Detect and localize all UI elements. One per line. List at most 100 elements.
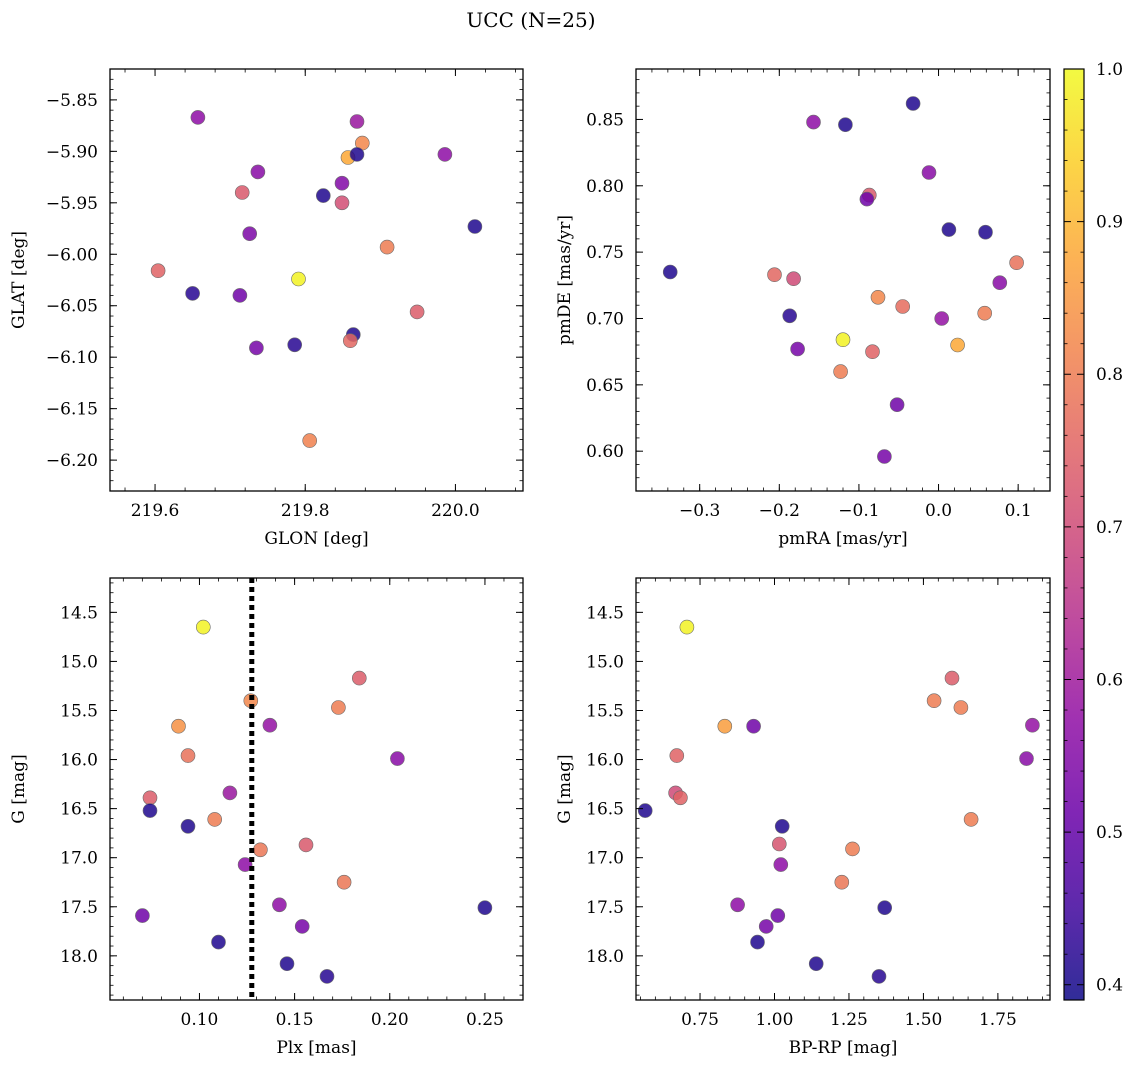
scatter-point bbox=[750, 934, 765, 950]
scatter-point bbox=[950, 337, 965, 353]
scatter-point bbox=[877, 900, 893, 916]
scatter-point bbox=[334, 175, 350, 191]
y-tick-label: −5.90 bbox=[46, 142, 98, 162]
y-tick-label: 0.60 bbox=[586, 442, 624, 462]
scatter-point bbox=[437, 147, 453, 162]
y-tick-label: 14.5 bbox=[586, 603, 624, 623]
scatter-point bbox=[870, 289, 886, 305]
y-tick-label: 15.0 bbox=[60, 652, 98, 672]
y-tick-label: 16.0 bbox=[586, 751, 624, 771]
scatter-point bbox=[477, 900, 493, 916]
scatter-point bbox=[833, 364, 848, 379]
scatter-point bbox=[349, 147, 365, 162]
scatter-point bbox=[637, 803, 653, 818]
colorbar-tick-label: 0.5 bbox=[1096, 823, 1123, 843]
scatter-point bbox=[142, 803, 158, 818]
y-tick-label: −6.05 bbox=[46, 297, 98, 317]
scatter-point bbox=[390, 751, 405, 766]
x-tick-label: 0.75 bbox=[681, 1010, 719, 1030]
scatter-point bbox=[838, 117, 853, 132]
x-axis-label: GLON [deg] bbox=[264, 529, 368, 549]
scatter-point bbox=[730, 897, 745, 913]
y-axis-label: pmDE [mas/yr] bbox=[555, 215, 575, 345]
y-tick-label: 17.0 bbox=[60, 849, 98, 869]
x-tick-label: 0.0 bbox=[925, 501, 952, 521]
scatter-point bbox=[921, 165, 937, 180]
scatter-point bbox=[207, 812, 222, 827]
x-tick-label: 0.20 bbox=[371, 1010, 409, 1030]
y-tick-label: 0.70 bbox=[586, 309, 624, 329]
scatter-point bbox=[180, 818, 196, 834]
scatter-point bbox=[298, 837, 314, 853]
scatter-point bbox=[234, 185, 250, 200]
scatter-point bbox=[342, 333, 358, 349]
scatter-point bbox=[895, 299, 911, 314]
scatter-point bbox=[717, 718, 733, 734]
y-tick-label: 14.5 bbox=[60, 603, 98, 623]
scatter-point bbox=[249, 340, 264, 356]
y-tick-label: 15.0 bbox=[586, 652, 624, 672]
y-tick-label: 0.80 bbox=[586, 177, 624, 197]
scatter-point bbox=[926, 693, 942, 709]
scatter-point bbox=[963, 812, 979, 827]
scatter-point bbox=[287, 337, 303, 353]
scatter-point bbox=[808, 956, 824, 972]
scatter-point bbox=[349, 114, 365, 129]
x-axis-label: pmRA [mas/yr] bbox=[778, 529, 907, 549]
y-tick-label: 0.85 bbox=[586, 110, 624, 130]
scatter-point bbox=[790, 341, 805, 357]
y-tick-label: 15.5 bbox=[60, 701, 98, 721]
colorbar-tick-label: 0.9 bbox=[1096, 213, 1123, 233]
y-tick-label: 0.75 bbox=[586, 243, 624, 263]
scatter-point bbox=[331, 700, 346, 715]
x-tick-label: 0.15 bbox=[276, 1010, 314, 1030]
scatter-point bbox=[336, 874, 352, 890]
y-tick-label: −5.85 bbox=[46, 91, 98, 111]
x-tick-label: 219.8 bbox=[281, 501, 330, 521]
scatter-point bbox=[190, 110, 206, 125]
y-axis-label: G [mag] bbox=[555, 754, 575, 823]
axes-frame bbox=[109, 68, 524, 492]
scatter-point bbox=[302, 433, 318, 448]
y-tick-label: 16.5 bbox=[586, 800, 624, 820]
x-tick-label: 1.75 bbox=[979, 1010, 1017, 1030]
scatter-point bbox=[291, 271, 306, 287]
scatter-point bbox=[222, 785, 238, 801]
scatter-point bbox=[262, 717, 278, 733]
scatter-point bbox=[859, 191, 875, 207]
colorbar-gradient bbox=[1063, 68, 1085, 1001]
colorbar: 0.4 0.5 0.6 0.7 0.8 0.9 1.0 bbox=[1063, 60, 1123, 1001]
scatter-point bbox=[992, 275, 1008, 291]
scatter-point bbox=[1009, 255, 1024, 271]
y-tick-label: −6.20 bbox=[46, 451, 98, 471]
figure-title: UCC (N=25) bbox=[466, 8, 595, 32]
x-tick-label: 1.50 bbox=[904, 1010, 942, 1030]
scatter-point bbox=[237, 857, 253, 872]
scatter-point bbox=[135, 908, 150, 923]
axes-frame bbox=[109, 577, 524, 1001]
colorbar-tick-label: 0.8 bbox=[1096, 365, 1123, 385]
y-tick-label: 15.5 bbox=[586, 701, 624, 721]
y-tick-label: 18.0 bbox=[60, 947, 98, 967]
scatter-point bbox=[889, 397, 905, 413]
axes-frame bbox=[635, 68, 1051, 492]
scatter-point bbox=[662, 264, 678, 280]
x-axis-label: Plx [mas] bbox=[276, 1038, 356, 1058]
x-tick-label: −0.1 bbox=[838, 501, 879, 521]
x-tick-label: 1.25 bbox=[830, 1010, 868, 1030]
scatter-point bbox=[944, 670, 960, 686]
scatter-point bbox=[773, 857, 789, 872]
scatter-point bbox=[770, 908, 786, 923]
x-tick-label: 220.0 bbox=[431, 501, 480, 521]
scatter-point bbox=[806, 114, 821, 130]
scatter-point bbox=[409, 304, 425, 320]
scatter-point bbox=[905, 96, 921, 111]
x-tick-label: 219.6 bbox=[131, 501, 180, 521]
scatter-point bbox=[1019, 751, 1034, 766]
x-tick-label: −0.3 bbox=[679, 501, 720, 521]
y-tick-label: −6.15 bbox=[46, 400, 98, 420]
scatter-point bbox=[171, 718, 186, 734]
scatter-point bbox=[1025, 717, 1040, 733]
scatter-point bbox=[467, 219, 483, 234]
scatter-point bbox=[319, 969, 335, 984]
